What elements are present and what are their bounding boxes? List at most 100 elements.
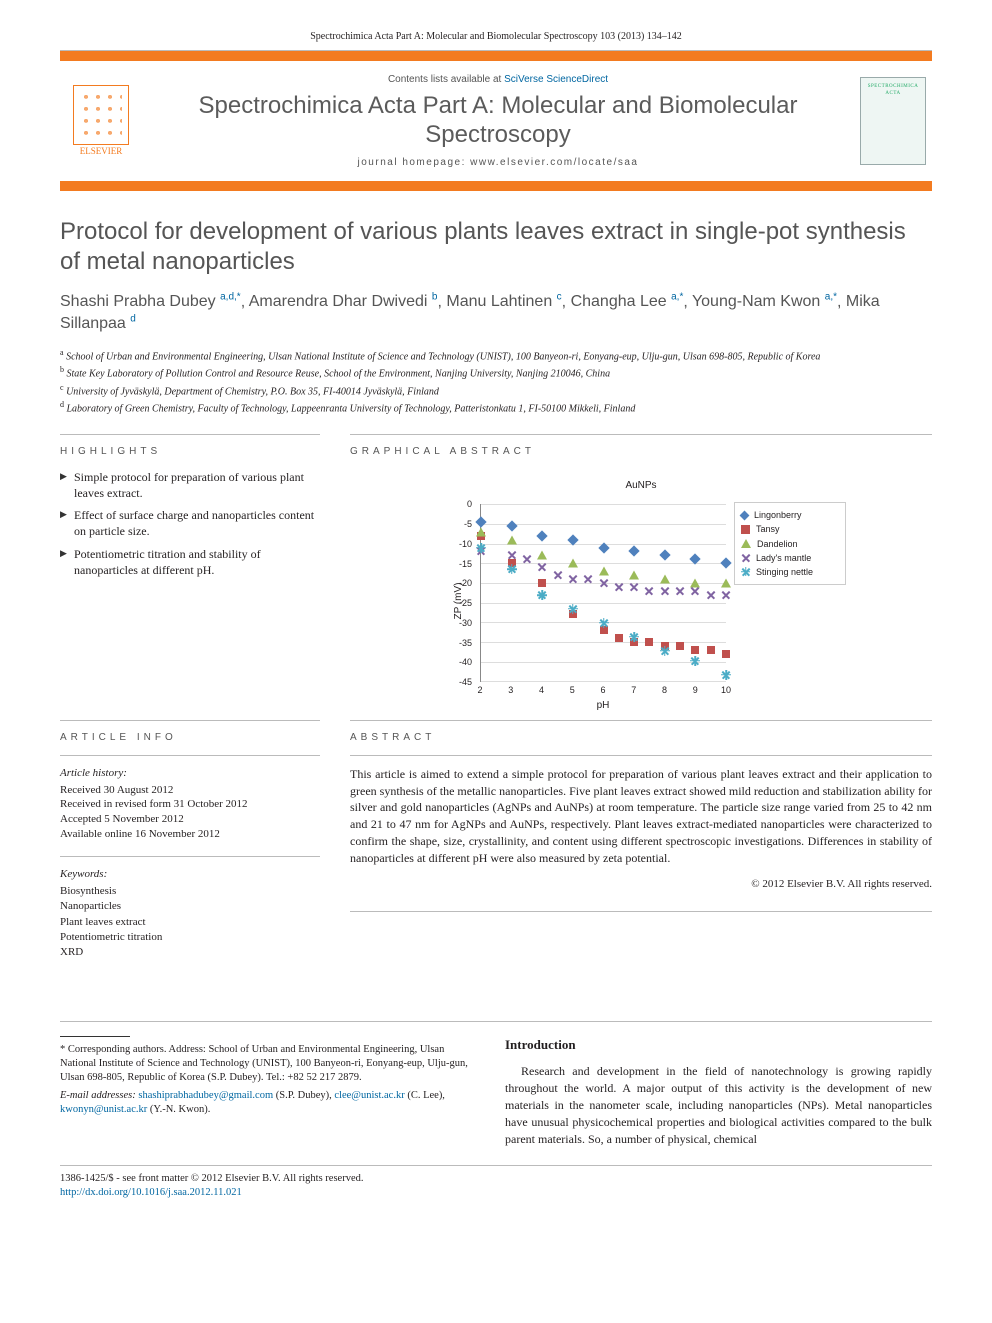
keyword: Plant leaves extract xyxy=(60,915,320,930)
chart-x-label: pH xyxy=(480,699,726,713)
highlights-graphical-row: HIGHLIGHTS Simple protocol for preparati… xyxy=(60,434,932,706)
chart-point xyxy=(599,567,609,576)
chart-point xyxy=(720,558,731,569)
chart-point xyxy=(722,591,730,599)
chart-gridline xyxy=(481,504,726,505)
chart-point xyxy=(523,555,531,563)
legend-label: Tansy xyxy=(756,523,780,535)
chart-point xyxy=(722,650,730,658)
chart-point xyxy=(615,583,623,591)
chart-point xyxy=(690,656,700,666)
scatter-chart: 0-5-10-15-20-25-30-35-40-45 2345678910 Z… xyxy=(436,496,846,706)
author-aff-link[interactable]: b xyxy=(432,292,438,303)
chart-point xyxy=(629,571,639,580)
chart-point xyxy=(691,587,699,595)
chart-x-tick: 8 xyxy=(662,684,667,696)
chart-y-tick: -5 xyxy=(464,518,472,530)
author: Young-Nam Kwon a,* xyxy=(692,293,837,310)
chart-gridline xyxy=(481,603,726,604)
chart-point xyxy=(537,590,547,600)
keyword: XRD xyxy=(60,945,320,960)
journal-homepage-line: journal homepage: www.elsevier.com/locat… xyxy=(152,156,844,170)
author-aff-link[interactable]: a,d, xyxy=(220,292,237,303)
keyword: Potentiometric titration xyxy=(60,930,320,945)
article-title: Protocol for development of various plan… xyxy=(60,217,932,277)
author: Shashi Prabha Dubey a,d,* xyxy=(60,293,241,310)
doi-link[interactable]: http://dx.doi.org/10.1016/j.saa.2012.11.… xyxy=(60,1187,242,1198)
email-link[interactable]: shashiprabhadubey@gmail.com xyxy=(138,1090,273,1101)
author-aff-link[interactable]: c xyxy=(557,292,562,303)
abstract-column: ABSTRACT This article is aimed to extend… xyxy=(350,706,932,961)
chart-legend-item: Lingonberry xyxy=(741,509,839,521)
chart-y-tick: -40 xyxy=(459,656,472,668)
contents-prefix: Contents lists available at xyxy=(388,74,504,85)
chart-point xyxy=(676,587,684,595)
keyword: Biosynthesis xyxy=(60,884,320,899)
chart-point xyxy=(476,543,486,553)
chart-y-label: ZP (mV) xyxy=(452,583,466,620)
chart-point xyxy=(659,550,670,561)
chart-title: AuNPs xyxy=(350,479,932,493)
chart-point xyxy=(599,618,609,628)
introduction-body: Research and development in the field of… xyxy=(505,1063,932,1147)
running-head: Spectrochimica Acta Part A: Molecular an… xyxy=(60,30,932,51)
author-corr-link[interactable]: * xyxy=(237,292,241,303)
email-link[interactable]: kwonyn@unist.ac.kr xyxy=(60,1104,147,1115)
article-info-label: ARTICLE INFO xyxy=(60,720,320,745)
chart-point xyxy=(676,642,684,650)
abstract-body: This article is aimed to extend a simple… xyxy=(350,766,932,867)
chart-point xyxy=(537,530,548,541)
chart-y-tick: -15 xyxy=(459,558,472,570)
legend-swatch xyxy=(740,510,750,520)
homepage-prefix: journal homepage: xyxy=(358,157,471,168)
chart-point xyxy=(507,564,517,574)
chart-y-tick: -35 xyxy=(459,637,472,649)
chart-point xyxy=(508,551,516,559)
affiliation-list: a School of Urban and Environmental Engi… xyxy=(60,347,932,416)
email-addresses-line: E-mail addresses: shashiprabhadubey@gmai… xyxy=(60,1089,475,1117)
chart-gridline xyxy=(481,681,726,682)
chart-point xyxy=(568,559,578,568)
corresponding-text: * Corresponding authors. Address: School… xyxy=(60,1043,475,1086)
chart-point xyxy=(584,575,592,583)
legend-label: Stinging nettle xyxy=(756,566,813,578)
chart-point xyxy=(476,527,486,536)
author-corr-link[interactable]: * xyxy=(679,292,683,303)
author-corr-link[interactable]: * xyxy=(833,292,837,303)
chart-gridline xyxy=(481,563,726,564)
highlight-item: Simple protocol for preparation of vario… xyxy=(60,469,320,501)
legend-label: Lady's mantle xyxy=(756,552,811,564)
chart-x-tick: 10 xyxy=(721,684,731,696)
graphical-abstract-column: GRAPHICAL ABSTRACT AuNPs 0-5-10-15-20-25… xyxy=(350,434,932,706)
chart-y-tick: 0 xyxy=(467,498,472,510)
author-aff-link[interactable]: d xyxy=(130,314,136,325)
chart-point xyxy=(661,587,669,595)
author: Amarendra Dhar Dwivedi b xyxy=(249,293,438,310)
chart-point xyxy=(538,579,546,587)
author: Manu Lahtinen c xyxy=(446,293,561,310)
highlights-label: HIGHLIGHTS xyxy=(60,434,320,459)
affiliation: b State Key Laboratory of Pollution Cont… xyxy=(60,364,932,381)
sciencedirect-link[interactable]: SciVerse ScienceDirect xyxy=(504,74,608,85)
publisher-logo: ELSEVIER xyxy=(66,78,136,164)
author-aff-link[interactable]: a, xyxy=(825,292,833,303)
publisher-name: ELSEVIER xyxy=(80,145,123,157)
affiliation: c University of Jyväskylä, Department of… xyxy=(60,382,932,399)
author-list: Shashi Prabha Dubey a,d,*, Amarendra Dha… xyxy=(60,291,932,335)
chart-x-tick: 9 xyxy=(693,684,698,696)
history-line: Received 30 August 2012 xyxy=(60,783,320,798)
chart-point xyxy=(615,634,623,642)
info-abstract-row: ARTICLE INFO Article history: Received 3… xyxy=(60,706,932,961)
chart-point xyxy=(707,591,715,599)
chart-point xyxy=(506,520,517,531)
footer-meta: 1386-1425/$ - see front matter © 2012 El… xyxy=(60,1165,932,1200)
chart-point xyxy=(645,587,653,595)
legend-label: Dandelion xyxy=(757,538,798,550)
chart-point xyxy=(554,571,562,579)
chart-y-tick: -10 xyxy=(459,538,472,550)
chart-point xyxy=(630,583,638,591)
chart-x-tick: 3 xyxy=(508,684,513,696)
chart-wrap: AuNPs 0-5-10-15-20-25-30-35-40-45 234567… xyxy=(350,469,932,707)
masthead-container: ELSEVIER Contents lists available at Sci… xyxy=(60,51,932,192)
email-link[interactable]: clee@unist.ac.kr xyxy=(334,1090,404,1101)
